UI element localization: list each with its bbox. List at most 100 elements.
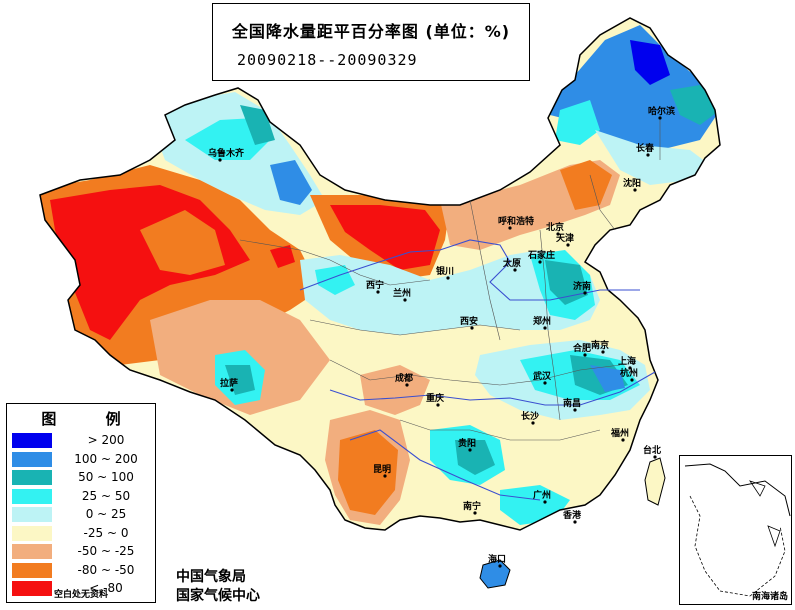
city-label: 上海 [618,355,636,367]
legend-swatch [12,544,52,559]
city-marker: 香港 [562,509,582,524]
legend-item: 25 ~ 50 [12,488,152,505]
legend-label: < -80 [89,581,123,595]
city-label: 台北 [643,444,661,456]
city-label: 香港 [562,509,582,521]
legend-label: 25 ~ 50 [81,488,131,503]
city-dot [630,378,634,382]
city-marker: 呼和浩特 [498,215,534,230]
city-dot [583,291,587,295]
city-marker: 海口 [488,553,506,568]
city-dot [566,243,570,247]
legend: 图 例 > 200 100 ~ 200 50 ~ 100 25 ~ 50 0 ~ 25 -… [6,403,156,603]
city-label: 杭州 [620,367,638,379]
city-marker: 太原 [502,257,521,272]
legend-swatch [12,470,52,485]
city-dot [473,511,477,515]
city-dot [633,188,637,192]
city-dot [376,290,380,294]
map-date-range: 20090218--20090329 [237,51,418,69]
city-dot [556,232,560,236]
legend-item: 100 ~ 200 [12,451,152,468]
city-marker: 长沙 [521,410,539,425]
legend-item: -80 ~ -50 [12,562,152,579]
city-marker: 广州 [533,489,551,504]
city-marker: 南昌 [563,397,581,412]
city-marker: 郑州 [533,315,551,330]
city-dot [470,326,474,330]
city-label: 济南 [573,280,591,292]
city-dot [218,158,222,162]
legend-label: > 200 [87,433,125,447]
city-dot [543,381,547,385]
hainan-island [479,559,511,589]
city-marker: 长春 [636,142,655,157]
city-marker: 武汉 [533,370,552,385]
city-label: 成都 [395,372,413,384]
legend-label: -50 ~ -25 [77,544,135,558]
legend-label: -80 ~ -50 [77,562,135,577]
legend-label: 0 ~ 25 [85,507,127,521]
city-label: 石家庄 [527,249,555,261]
org-name-ncc: 国家气候中心 [176,588,260,604]
taiwan-island [644,457,666,506]
city-marker: 拉萨 [220,377,238,392]
city-dot [628,366,632,370]
legend-item: < -80 [12,581,152,597]
city-marker: 西安 [460,315,478,330]
city-dot [621,438,625,442]
legend-swatch [12,451,52,467]
city-dot [653,455,657,459]
city-marker: 福州 [610,427,629,442]
city-label: 合肥 [573,342,591,354]
city-marker: 杭州 [620,367,638,382]
province-boundaries [239,120,661,441]
city-dot [543,326,547,330]
city-dot [538,260,542,264]
city-dot [446,276,450,280]
city-label: 银川 [436,265,454,277]
city-marker: 南宁 [463,500,481,515]
city-marker: 西宁 [366,279,384,294]
city-label: 郑州 [533,315,551,327]
city-label: 太原 [502,257,521,269]
city-marker: 重庆 [426,392,444,407]
city-marker: 昆明 [373,464,391,478]
city-label: 拉萨 [220,377,238,389]
city-dot [658,116,662,120]
legend-label: 50 ~ 100 [78,470,134,484]
city-marker: 北京 [546,221,564,236]
city-dot [436,403,440,407]
city-label: 沈阳 [623,177,641,189]
city-label: 南宁 [463,500,481,512]
city-dot [405,383,409,387]
city-label: 哈尔滨 [648,105,675,117]
legend-swatch [12,488,52,504]
legend-item: 50 ~ 100 [12,470,152,486]
map-title: 全国降水量距平百分率图 (单位：%) [231,22,511,41]
inset-label: 南海诸岛 [751,592,788,602]
city-marker: 济南 [573,280,591,295]
city-dot [646,153,650,157]
org-name-cma: 中国气象局 [176,569,246,585]
city-label: 广州 [533,489,551,501]
city-label: 南昌 [563,397,581,409]
city-label: 贵阳 [458,437,476,449]
city-marker: 上海 [618,355,636,370]
city-dot [468,448,472,452]
city-label: 长春 [636,142,655,154]
city-label: 北京 [546,221,564,233]
city-dot [513,268,517,272]
rivers [299,239,656,501]
city-marker: 兰州 [393,287,411,302]
city-label: 天津 [556,232,574,244]
city-marker: 成都 [395,372,413,387]
legend-item: 0 ~ 25 [12,507,152,523]
city-dot [383,474,387,478]
city-dot [508,226,512,230]
legend-item: -50 ~ -25 [12,544,152,560]
city-dot [573,408,577,412]
city-label: 武汉 [533,370,552,382]
